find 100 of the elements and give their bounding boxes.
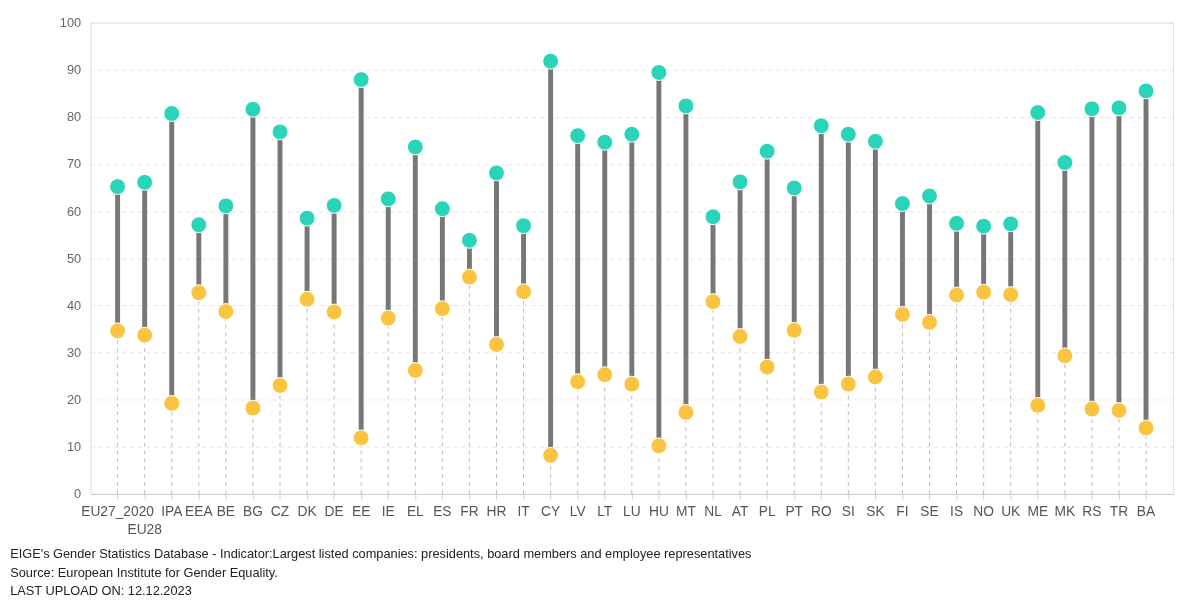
point: [433, 200, 451, 218]
x-tick-label: PT: [785, 504, 804, 520]
point: [650, 437, 668, 455]
text: LAST UPLOAD ON: 12.12.2023: [10, 583, 192, 599]
point: [758, 358, 776, 376]
point: [542, 446, 560, 464]
x-tick-label: NO: [973, 504, 995, 520]
y-tick-label: 20: [66, 392, 82, 408]
x-tick-label: EEA: [185, 504, 214, 520]
point: [515, 283, 532, 301]
point: [379, 190, 397, 208]
point: [839, 375, 857, 393]
x-tick-label: ES: [433, 504, 452, 520]
point: [244, 100, 262, 118]
y-tick-label: 80: [66, 109, 82, 125]
point: [488, 164, 505, 182]
point: [136, 326, 154, 344]
x-tick-label: CY: [541, 504, 561, 520]
point: [1002, 286, 1020, 303]
point: [948, 214, 966, 232]
point: [812, 117, 830, 135]
point: [163, 395, 181, 412]
point: [650, 64, 668, 81]
y-tick-label: 10: [66, 439, 82, 455]
point: [271, 123, 289, 141]
point: [596, 366, 614, 384]
point: [1083, 400, 1101, 418]
point: [866, 368, 884, 386]
x-tick-label: EE: [351, 504, 371, 520]
point: [325, 197, 343, 214]
x-tick-label: SE: [920, 504, 939, 520]
x-tick-label: LV: [569, 504, 587, 520]
point: [975, 217, 993, 235]
x-tick-label: EU27_2020: [81, 504, 155, 520]
point: [136, 173, 154, 191]
point: [812, 383, 830, 401]
point: [975, 283, 993, 301]
point: [1002, 215, 1020, 233]
point: [677, 97, 695, 115]
x-tick-label: HU: [648, 504, 669, 520]
x-tick-label: IPA: [161, 504, 184, 520]
text: EIGE's Gender Statistics Database - Indicator:Largest listed companies: presidents, board members and employee representatives: [10, 545, 752, 561]
x-tick-label: PL: [758, 504, 776, 520]
point: [352, 429, 370, 447]
point: [1083, 100, 1101, 118]
x-tick-label: RO: [810, 504, 832, 520]
x-tick-label: HR: [486, 504, 507, 520]
x-tick-label: BE: [216, 504, 236, 520]
point: [731, 328, 749, 345]
x-tick-label: MK: [1054, 504, 1076, 520]
point: [569, 373, 587, 391]
point: [785, 321, 803, 339]
point: [623, 125, 641, 143]
y-tick-label: 70: [66, 156, 82, 172]
x-tick-label: FI: [896, 504, 909, 520]
point: [1137, 419, 1155, 437]
x-tick-label: BA: [1136, 504, 1157, 520]
point: [461, 268, 478, 286]
y-tick-label: 90: [66, 62, 82, 78]
x-tick-label: SK: [866, 504, 886, 520]
point: [1056, 154, 1074, 171]
point: [461, 231, 478, 249]
x-tick-label: IE: [381, 504, 395, 520]
x-tick-label: LT: [597, 504, 613, 520]
point: [542, 52, 560, 70]
point: [1137, 82, 1155, 100]
x-tick-label: FR: [460, 504, 479, 520]
x-tick-label: UK: [1001, 504, 1022, 520]
point: [488, 336, 505, 353]
point: [271, 377, 289, 394]
x-tick-label: BG: [242, 504, 263, 520]
point: [758, 142, 776, 160]
point: [325, 303, 343, 321]
x-tick-label: LU: [623, 504, 641, 520]
point: [677, 403, 695, 421]
y-tick-label: 50: [66, 250, 82, 266]
point: [731, 173, 749, 191]
point: [163, 105, 181, 122]
point: [217, 197, 235, 215]
point: [1029, 396, 1047, 414]
point: [190, 284, 208, 302]
point: [109, 322, 127, 340]
point: [704, 293, 722, 311]
x-tick-label: CZ: [270, 504, 290, 520]
point: [921, 187, 938, 205]
point: [921, 313, 938, 331]
y-tick-label: 30: [66, 344, 82, 360]
point: [244, 399, 262, 417]
point: [109, 178, 127, 195]
y-tick-label: 100: [59, 14, 82, 30]
x-tick-label: DK: [297, 504, 318, 520]
source-note: Source: European Institute for Gender Equality.: [10, 564, 278, 580]
point: [352, 71, 370, 88]
x-tick-label: IS: [950, 504, 964, 520]
x-tick-label: EU28: [127, 521, 163, 537]
x-tick-label: IT: [517, 504, 531, 520]
point: [515, 217, 532, 235]
x-tick-label: EL: [406, 504, 425, 520]
y-tick-label: 40: [66, 297, 82, 313]
point: [569, 127, 587, 145]
